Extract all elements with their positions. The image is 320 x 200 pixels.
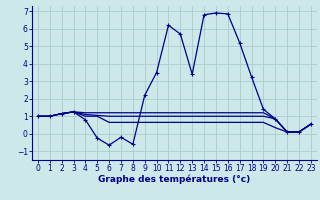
X-axis label: Graphe des températures (°c): Graphe des températures (°c) bbox=[98, 175, 251, 184]
